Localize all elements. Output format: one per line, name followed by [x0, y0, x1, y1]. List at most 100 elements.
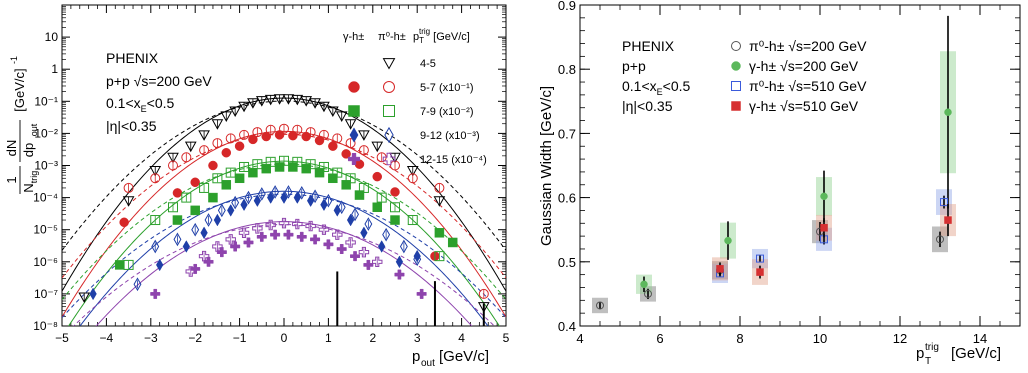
data-point: [395, 255, 404, 269]
data-point: [346, 213, 355, 227]
legend-pi0-marker: [384, 126, 394, 144]
legend-label: 4-5: [420, 58, 436, 70]
data-point: [724, 236, 732, 245]
right-chart: 4 6 8 10 12 14 0.4 0.5 0.6 0.7 0.8 0.9 Gaussian Wid…: [538, 0, 1021, 367]
data-point: [434, 182, 445, 193]
data-point: [221, 147, 232, 158]
data-point: [363, 259, 374, 270]
right-eta-cut: |η|<0.35: [622, 98, 673, 114]
left-xlabel-unit: [GeV/c]: [439, 348, 489, 365]
legend-gamma-marker: [348, 105, 360, 117]
data-point: [204, 213, 213, 227]
data-point: [399, 239, 408, 254]
data-point: [390, 187, 400, 197]
data-point: [301, 131, 311, 142]
left-data-points: [78, 94, 490, 326]
data-point: [211, 119, 224, 130]
data-point: [216, 247, 227, 258]
data-point: [217, 203, 226, 218]
data-point: [199, 182, 210, 193]
right-legend: π⁰-h± √s=200 GeV γ-h± √s=200 GeV π⁰-h± √s=…: [731, 38, 867, 114]
data-point: [756, 268, 764, 276]
left-ylabel-one: 1: [4, 176, 19, 183]
data-point: [301, 163, 311, 174]
left-ylabel-n: N: [21, 183, 36, 192]
left-ylabel-unit: [GeV/c]: [12, 68, 27, 111]
data-point: [278, 217, 290, 229]
data-point: [390, 202, 400, 213]
data-point: [306, 194, 315, 208]
data-point: [318, 224, 330, 235]
data-point: [208, 160, 218, 171]
data-point: [212, 138, 223, 149]
data-point: [243, 237, 254, 248]
data-point: [940, 198, 948, 207]
data-point: [305, 220, 316, 232]
data-point: [326, 106, 339, 117]
left-system-energy: p+p √s=200 GeV: [106, 73, 212, 89]
data-point: [434, 228, 445, 238]
x-tick-label: −4: [100, 331, 114, 345]
data-point: [150, 215, 161, 226]
data-point: [596, 301, 604, 310]
data-point: [309, 98, 321, 109]
data-point: [230, 241, 241, 252]
data-point: [323, 239, 334, 250]
left-xlabel-p: p: [412, 348, 420, 365]
data-point: [122, 196, 135, 207]
left-y-axis-label: 1 N trig dN dp out [GeV/c] -1: [4, 56, 39, 194]
data-point: [239, 161, 250, 172]
data-point: [256, 231, 267, 242]
data-point: [314, 167, 325, 178]
data-point: [208, 192, 218, 203]
data-point: [240, 198, 248, 212]
data-point: [225, 133, 236, 144]
x-tick-label: 14: [973, 331, 987, 346]
legend-gamma-marker: [348, 81, 360, 93]
data-point: [406, 165, 419, 177]
legend-marker: [731, 41, 741, 51]
data-point: [320, 198, 328, 212]
x-tick-label: 4: [576, 331, 583, 346]
x-tick-label: 0: [281, 331, 288, 345]
x-tick-label: 2: [369, 331, 376, 345]
right-system: p+p: [622, 58, 646, 74]
left-experiment: PHENIX: [106, 50, 159, 66]
left-xe-cut: 0.1<xE<0.5: [106, 95, 175, 114]
data-point: [234, 141, 245, 151]
data-point: [364, 217, 373, 231]
data-point: [288, 162, 298, 172]
data-point: [252, 223, 263, 234]
y-tick-label: 0.7: [558, 126, 576, 141]
data-point: [253, 194, 262, 208]
left-xlabel-out: out: [421, 358, 435, 369]
data-point: [372, 256, 383, 268]
x-tick-label: 1: [325, 331, 332, 345]
data-point: [434, 251, 445, 262]
data-point: [173, 232, 182, 247]
data-point: [213, 213, 222, 227]
legend-gamma-header: γ-h±: [343, 31, 364, 43]
legend-pi0-marker: [383, 105, 395, 117]
data-point: [261, 131, 271, 142]
data-point: [181, 152, 192, 163]
data-point: [944, 216, 952, 224]
data-point: [234, 173, 245, 184]
data-point: [333, 204, 341, 217]
right-x-axis-label: p T trig [GeV/c]: [916, 342, 1001, 367]
data-point: [89, 287, 97, 301]
data-point: [296, 231, 307, 242]
data-point: [354, 190, 365, 200]
data-point: [297, 186, 306, 200]
data-point: [756, 254, 764, 263]
dashed-fit-curve: [62, 100, 506, 251]
data-point: [337, 200, 346, 215]
data-point: [231, 195, 240, 210]
data-point: [291, 94, 304, 106]
data-point: [168, 160, 178, 171]
data-point: [191, 222, 200, 237]
left-ylabel-dp: dp: [21, 143, 36, 157]
y-tick-label: 10: [45, 30, 59, 44]
data-point: [190, 263, 201, 274]
